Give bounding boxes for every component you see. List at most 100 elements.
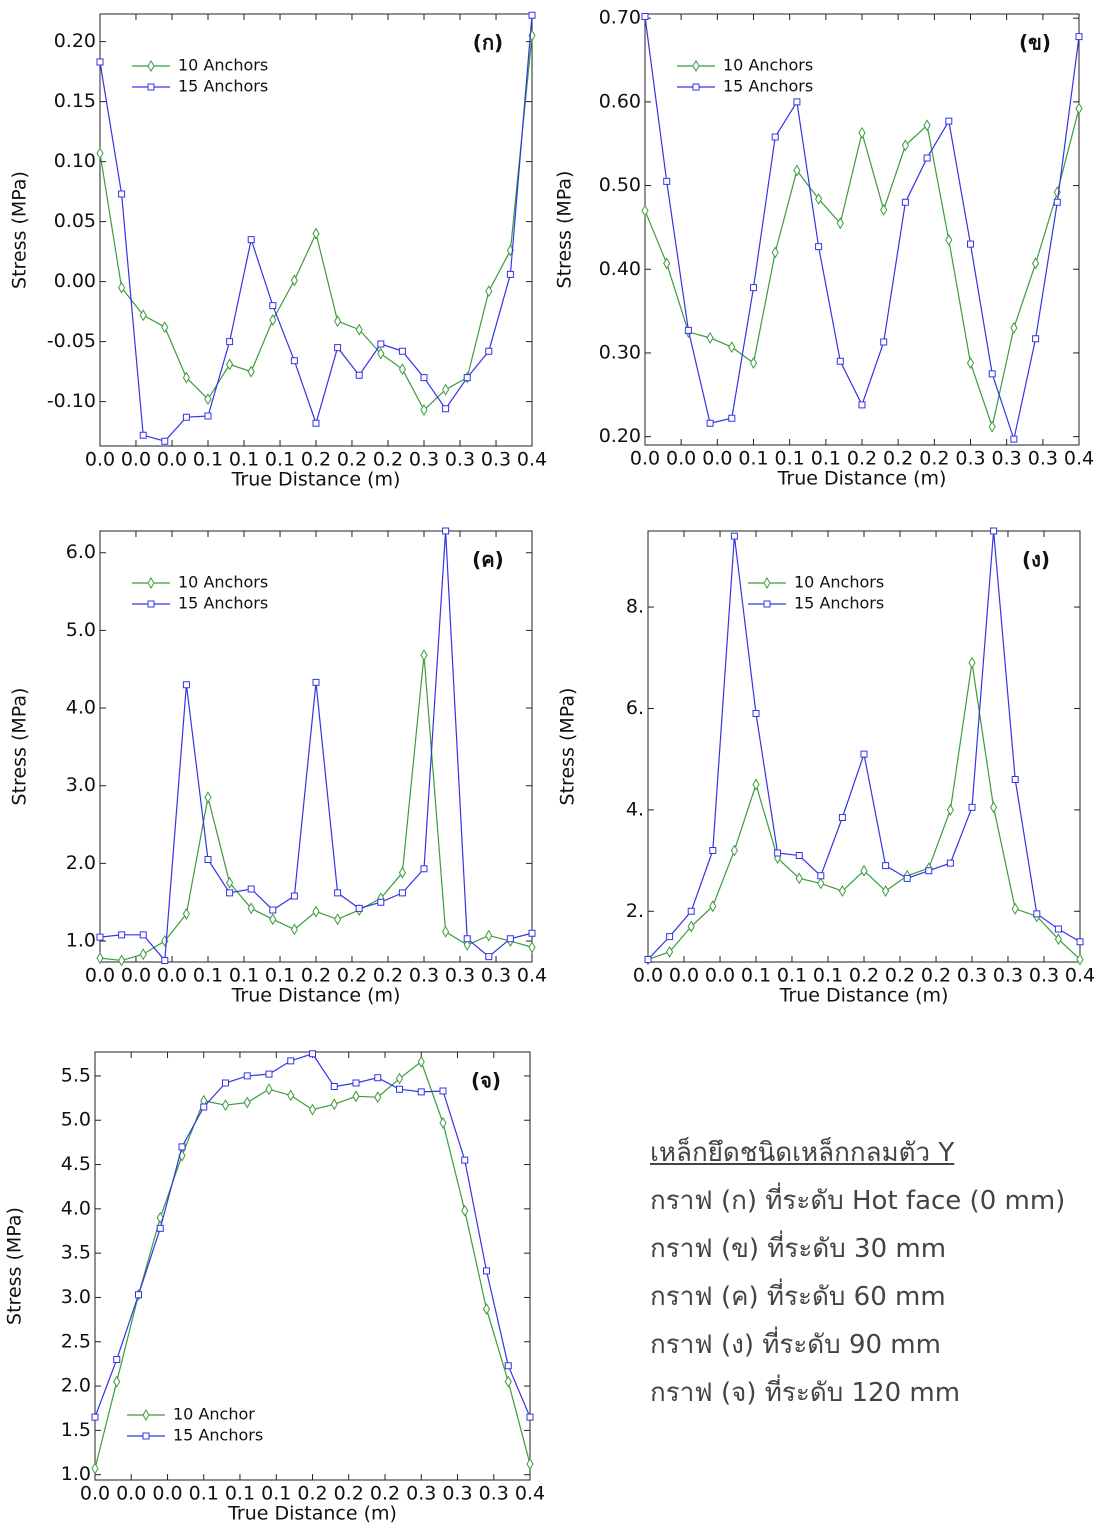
data-point — [485, 347, 493, 355]
data-point — [247, 885, 255, 893]
data-point — [485, 953, 493, 961]
data-point — [334, 344, 342, 352]
data-point — [269, 913, 277, 926]
x-tick-label: 0.3 — [409, 965, 439, 987]
legend-marker — [142, 1432, 150, 1440]
data-point — [836, 357, 844, 365]
legend-label: 10 Anchors — [723, 56, 813, 75]
data-point — [439, 1087, 447, 1095]
x-tick-label: 0.2 — [334, 1483, 364, 1505]
data-point — [91, 1413, 99, 1421]
data-point — [269, 906, 277, 914]
data-point — [312, 227, 320, 240]
data-point — [182, 413, 190, 421]
data-point — [663, 177, 671, 185]
x-tick-label: 0.1 — [229, 449, 259, 471]
x-tick-label: 0.1 — [811, 448, 841, 470]
x-tick-label: 0.0 — [633, 965, 663, 987]
data-point — [374, 1091, 382, 1104]
x-tick-label: 0.1 — [738, 448, 768, 470]
y-tick-label: 2.0 — [66, 852, 96, 874]
legend-marker — [692, 83, 700, 91]
x-axis-label: True Distance (m) — [779, 985, 949, 1007]
data-point — [355, 371, 363, 379]
y-tick-label: 0.70 — [599, 7, 641, 29]
x-tick-label: 0.3 — [955, 448, 985, 470]
x-tick-label: 0.2 — [337, 449, 367, 471]
y-tick-label: 0.60 — [599, 90, 641, 112]
data-point — [226, 338, 234, 346]
data-point — [988, 420, 996, 433]
y-axis-label: Stress (MPa) — [557, 688, 579, 806]
data-point — [774, 849, 782, 857]
text-line: กราฟ (จ) ที่ระดับ 120 mm — [650, 1378, 961, 1408]
legend-marker — [147, 83, 155, 91]
data-point — [1054, 933, 1062, 946]
data-point — [795, 852, 803, 860]
text-line: กราฟ (ข) ที่ระดับ 30 mm — [650, 1234, 947, 1264]
x-tick-label: 0.2 — [297, 1483, 327, 1505]
data-point — [161, 321, 169, 334]
data-point — [482, 1303, 491, 1315]
x-tick-label: 0.0 — [116, 1483, 146, 1505]
data-point — [182, 907, 190, 920]
data-point — [946, 859, 954, 867]
data-point — [483, 1267, 490, 1275]
data-point — [1075, 102, 1083, 115]
data-point — [156, 1224, 164, 1232]
x-tick-label: 0.3 — [445, 449, 475, 471]
x-tick-label: 0.3 — [481, 965, 511, 987]
data-point — [901, 139, 909, 152]
x-tick-label: 0.2 — [373, 965, 403, 987]
data-point — [182, 681, 190, 689]
data-point — [880, 338, 888, 346]
data-point — [641, 13, 649, 21]
text-heading: เหล็กยึดชนิดเหล็กกลมตัว Y — [650, 1138, 955, 1168]
x-tick-label: 0.0 — [705, 965, 735, 987]
data-point — [374, 1074, 382, 1082]
data-point — [247, 365, 255, 378]
data-point — [882, 862, 890, 870]
data-point — [334, 315, 342, 328]
legend-marker — [692, 60, 700, 72]
data-point — [945, 117, 953, 125]
x-tick-label: 0.1 — [229, 965, 259, 987]
y-tick-label: 5.5 — [61, 1064, 91, 1086]
data-point — [641, 204, 649, 217]
y-tick-label: 1.0 — [66, 930, 96, 952]
data-point — [901, 198, 909, 206]
data-point — [988, 370, 996, 378]
y-tick-label: 6.0 — [66, 541, 96, 563]
data-point — [247, 902, 255, 915]
data-point — [728, 341, 736, 354]
x-tick-label: 0.0 — [121, 965, 151, 987]
data-point — [442, 925, 450, 938]
y-tick-label: 2.0 — [61, 1375, 91, 1397]
data-point — [139, 431, 147, 439]
x-tick-label: 0.2 — [885, 965, 915, 987]
data-point — [178, 1143, 186, 1151]
y-tick-label: 4. — [626, 798, 644, 820]
plot-frame — [99, 530, 533, 963]
data-point — [990, 527, 998, 535]
panel-label: (ค) — [472, 548, 504, 572]
x-tick-label: 0.0 — [85, 449, 115, 471]
data-point — [312, 419, 320, 427]
data-point — [923, 119, 931, 132]
data-point — [118, 931, 126, 939]
y-tick-label: 0.30 — [599, 341, 641, 363]
data-point — [706, 331, 714, 344]
x-tick-label: 0.0 — [702, 448, 732, 470]
data-point — [526, 1458, 534, 1471]
data-point — [96, 952, 104, 965]
data-point — [750, 284, 757, 292]
x-tick-label: 0.0 — [666, 448, 696, 470]
data-point — [290, 892, 298, 900]
data-point — [398, 866, 406, 879]
data-point — [118, 954, 126, 967]
panel-label: (จ) — [471, 1069, 501, 1093]
x-tick-label: 0.2 — [847, 448, 877, 470]
data-point — [395, 1072, 404, 1085]
x-tick-label: 0.2 — [301, 965, 331, 987]
legend-marker — [763, 577, 771, 589]
